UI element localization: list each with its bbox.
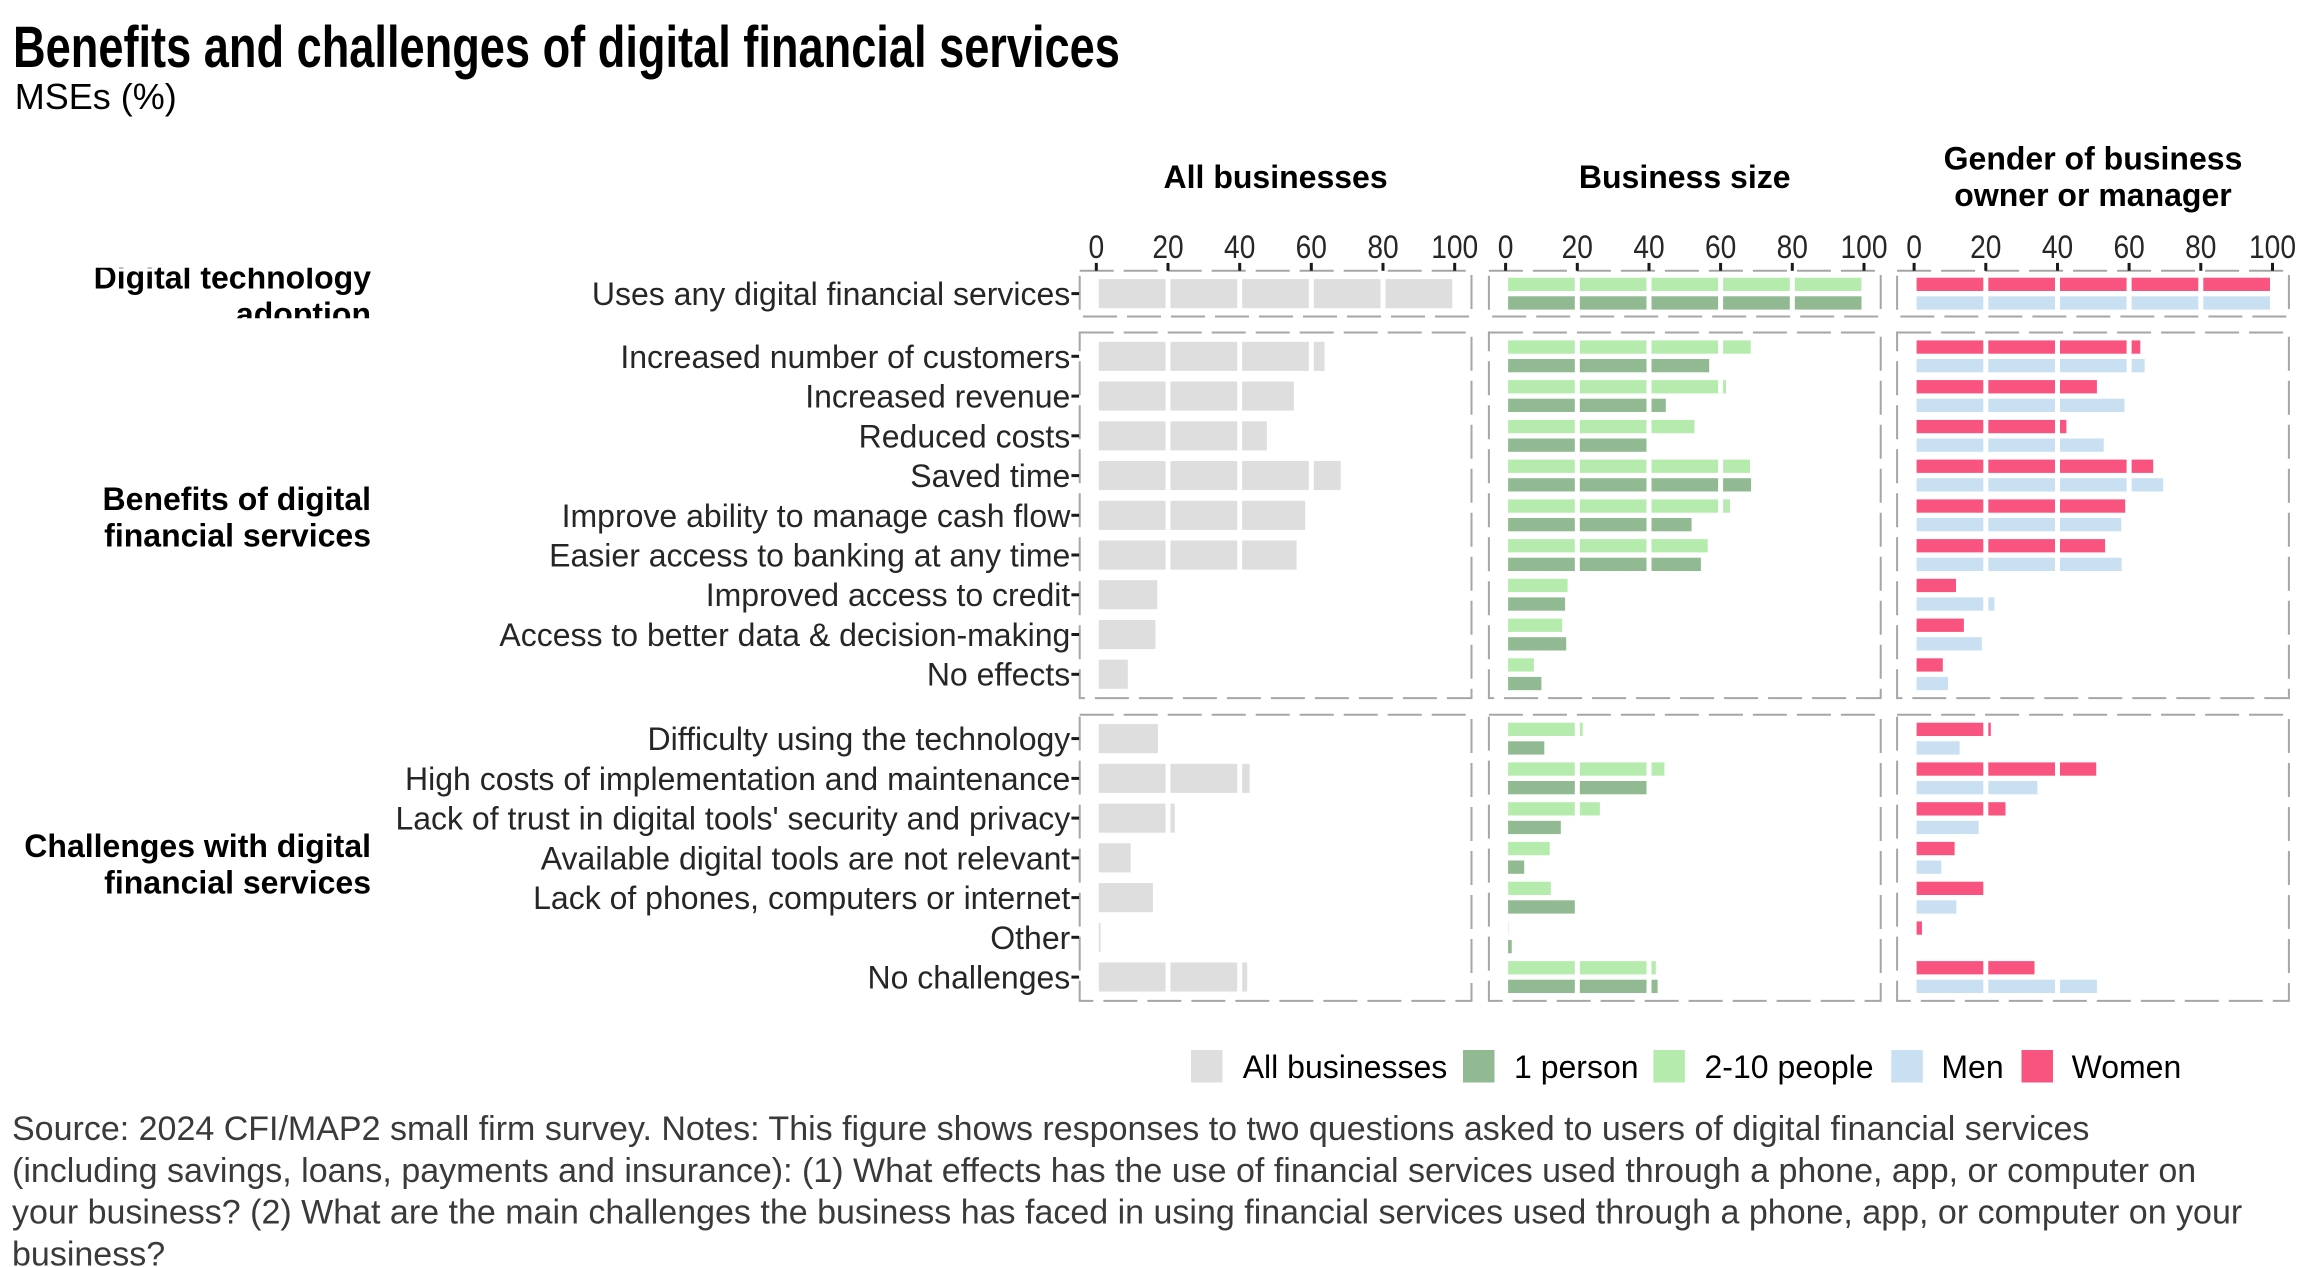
svg-text:Increased number of customers: Increased number of customers	[620, 339, 1070, 375]
svg-text:80: 80	[1777, 229, 1808, 265]
svg-text:Reduced costs: Reduced costs	[859, 418, 1071, 454]
svg-text:0: 0	[1088, 229, 1104, 265]
svg-text:Easier access to banking at an: Easier access to banking at any time	[549, 538, 1070, 574]
svg-text:Improved access to credit: Improved access to credit	[706, 577, 1071, 613]
svg-text:Women: Women	[2072, 1049, 2182, 1085]
svg-text:(including savings, loans, pay: (including savings, loans, payments and …	[12, 1152, 2196, 1190]
svg-text:adoption: adoption	[236, 296, 371, 332]
svg-text:High costs of implementation a: High costs of implementation and mainten…	[405, 761, 1070, 797]
svg-text:40: 40	[2042, 229, 2073, 265]
svg-text:Saved time: Saved time	[910, 458, 1070, 494]
svg-text:60: 60	[1296, 229, 1327, 265]
svg-text:60: 60	[1705, 229, 1736, 265]
svg-text:80: 80	[1367, 229, 1398, 265]
svg-text:No challenges: No challenges	[868, 960, 1071, 996]
svg-text:No effects: No effects	[927, 657, 1070, 693]
svg-text:financial services: financial services	[104, 518, 371, 554]
svg-text:Source: 2024 CFI/MAP2 small fi: Source: 2024 CFI/MAP2 small firm survey.…	[12, 1110, 2089, 1148]
svg-text:40: 40	[1633, 229, 1664, 265]
svg-text:0: 0	[1906, 229, 1922, 265]
svg-text:business?: business?	[12, 1235, 165, 1267]
svg-text:Digital technology: Digital technology	[94, 259, 372, 295]
svg-text:Men: Men	[1941, 1049, 2003, 1085]
svg-text:40: 40	[1224, 229, 1255, 265]
svg-text:Increased revenue: Increased revenue	[805, 379, 1070, 415]
svg-text:60: 60	[2113, 229, 2144, 265]
svg-text:20: 20	[1152, 229, 1183, 265]
svg-text:All businesses: All businesses	[1243, 1049, 1448, 1085]
svg-text:Difficulty using the technolog: Difficulty using the technology	[648, 721, 1071, 757]
svg-text:2-10 people: 2-10 people	[1705, 1049, 1874, 1085]
svg-text:Available digital tools are no: Available digital tools are not relevant	[541, 840, 1071, 876]
svg-text:20: 20	[1562, 229, 1593, 265]
svg-text:80: 80	[2185, 229, 2216, 265]
svg-text:All businesses: All businesses	[1164, 159, 1388, 195]
svg-text:Lack of phones, computers or i: Lack of phones, computers or internet	[533, 880, 1070, 916]
svg-text:100: 100	[1841, 229, 1888, 265]
svg-text:Access to better data & decisi: Access to better data & decision-making	[499, 617, 1070, 653]
svg-text:Gender of business: Gender of business	[1944, 141, 2243, 177]
svg-text:1 person: 1 person	[1514, 1049, 1639, 1085]
svg-text:Benefits and challenges of dig: Benefits and challenges of digital finan…	[13, 16, 1120, 81]
svg-text:0: 0	[1498, 229, 1514, 265]
svg-text:Other: Other	[990, 920, 1070, 956]
svg-text:100: 100	[1431, 229, 1478, 265]
svg-text:MSEs (%): MSEs (%)	[15, 76, 177, 117]
svg-text:Challenges with digital: Challenges with digital	[24, 828, 371, 864]
svg-text:Improve ability to manage cash: Improve ability to manage cash flow	[562, 498, 1072, 534]
svg-text:your business? (2) What are th: your business? (2) What are the main cha…	[12, 1194, 2242, 1232]
svg-text:Business size: Business size	[1579, 159, 1791, 195]
svg-text:100: 100	[2249, 229, 2296, 265]
svg-text:Benefits of digital: Benefits of digital	[103, 481, 371, 517]
svg-text:financial services: financial services	[104, 865, 371, 901]
svg-text:owner or manager: owner or manager	[1954, 177, 2231, 213]
svg-text:Uses any digital financial ser: Uses any digital financial services	[592, 276, 1070, 312]
svg-text:Lack of trust in digital tools: Lack of trust in digital tools' security…	[395, 801, 1070, 837]
svg-text:20: 20	[1970, 229, 2001, 265]
